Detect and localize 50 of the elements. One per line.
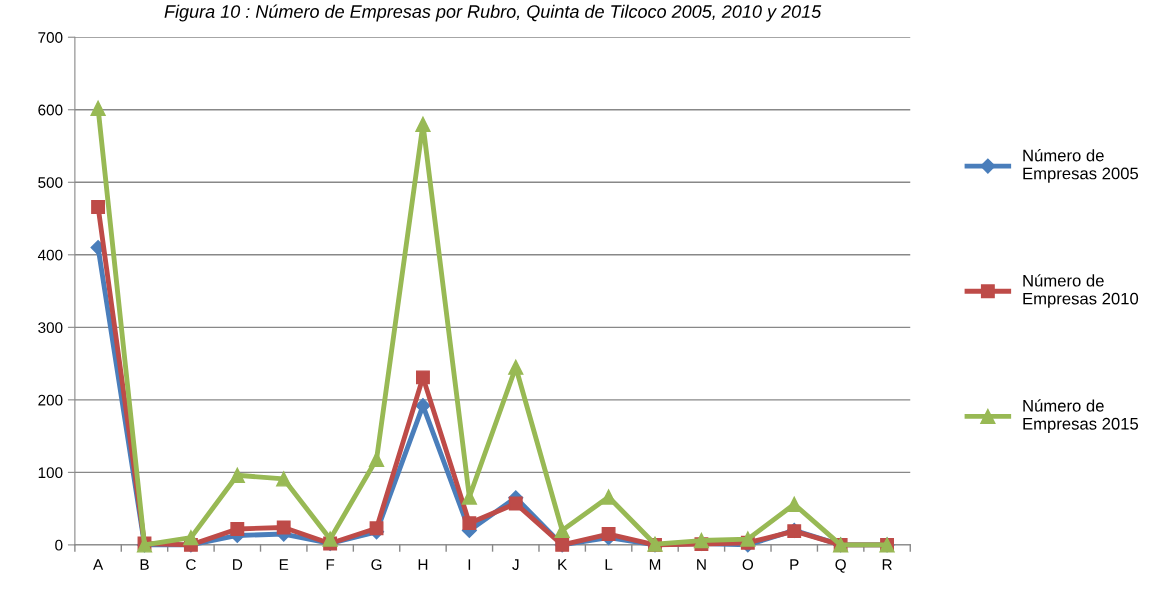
x-tick-label: L <box>605 559 613 570</box>
y-tick-label: 600 <box>38 104 63 116</box>
chart-title: Figura 10 : Número de Empresas por Rubro, Quinta de Tilcoco 2005, 2010 y 2015 <box>164 4 822 22</box>
x-tick-label: H <box>418 559 428 570</box>
x-tick-label: J <box>512 559 519 571</box>
y-tick-label: 0 <box>55 539 63 551</box>
y-tick-label: 100 <box>38 467 63 479</box>
point <box>90 100 106 116</box>
point <box>369 521 384 536</box>
point <box>416 370 430 385</box>
point <box>230 522 245 536</box>
point <box>276 471 292 487</box>
point <box>415 116 431 132</box>
x-tick-label: O <box>742 559 754 571</box>
x-tick-label: B <box>140 559 149 570</box>
point <box>786 496 802 512</box>
point <box>462 516 477 531</box>
point <box>322 531 338 547</box>
point <box>508 359 524 375</box>
point <box>508 496 523 511</box>
x-tick-label: K <box>558 559 568 570</box>
x-tick-label: F <box>326 559 335 570</box>
point <box>91 199 106 214</box>
x-tick-label: E <box>279 559 289 570</box>
x-tick-label: Q <box>835 559 846 573</box>
point <box>183 530 199 546</box>
x-tick-label: N <box>697 559 706 570</box>
legend-label: Número de Empresas 2005 <box>1023 148 1139 183</box>
x-tick-label: R <box>882 559 892 570</box>
x-tick-label: P <box>790 559 799 570</box>
x-tick-label: A <box>93 559 104 570</box>
point <box>415 398 431 414</box>
point <box>740 531 756 547</box>
y-tick-label: 400 <box>37 249 63 261</box>
y-tick-label: 300 <box>38 322 63 334</box>
point <box>276 520 291 535</box>
point <box>600 489 617 505</box>
y-tick-label: 500 <box>38 177 63 188</box>
x-tick-label: C <box>186 559 196 571</box>
x-tick-label: D <box>233 559 243 570</box>
x-tick-label: G <box>371 559 382 571</box>
point <box>554 522 570 539</box>
x-tick-label: M <box>649 559 661 570</box>
legend-label: Número de Empresas 2010 <box>1023 274 1139 308</box>
point <box>229 467 245 483</box>
legend-label: Número de Empresas 2015 <box>1023 399 1139 433</box>
y-tick-label: 200 <box>38 394 63 406</box>
x-tick-label: I <box>468 559 471 570</box>
point <box>601 527 616 541</box>
y-tick-label: 700 <box>38 32 63 43</box>
